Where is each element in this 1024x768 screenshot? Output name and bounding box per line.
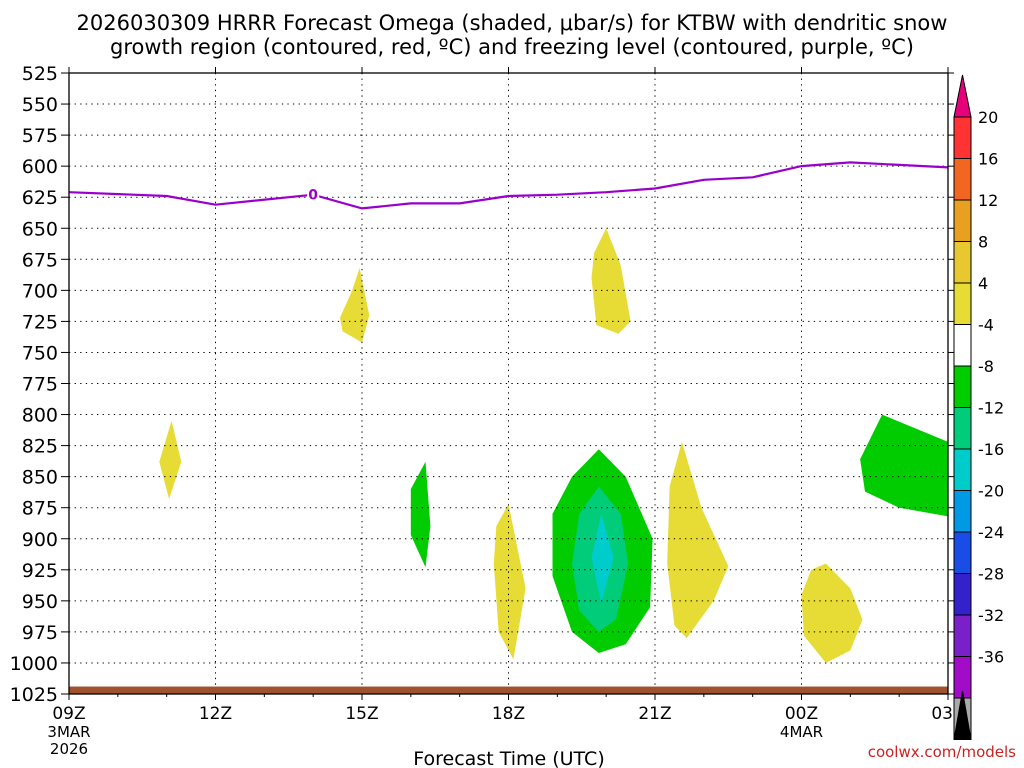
y-tick-label: 600 <box>22 156 58 178</box>
x-tick-label: 21Z <box>638 704 671 724</box>
y-tick-label: 775 <box>22 374 58 396</box>
y-tick-label: 550 <box>22 94 58 116</box>
colorbar: 20 16 12 8 4 -4 -8 -12 -16 -20 -24 -28 -32 -36 <box>953 74 1004 740</box>
omega-region-1 <box>159 420 182 499</box>
x-tick-label: 18Z <box>492 704 525 724</box>
freezing-level-label-bg <box>307 185 320 204</box>
freezing-level-line <box>68 161 949 210</box>
y-tick-label: 950 <box>22 591 58 613</box>
x-tick-date: 3MAR <box>47 723 90 741</box>
y-tick-label: 1025 <box>10 684 58 706</box>
colorbar-label: 8 <box>978 233 988 252</box>
colorbar-label: -32 <box>978 606 1004 625</box>
y-tick-label: 750 <box>22 342 58 364</box>
y-tick-label: 800 <box>22 405 58 427</box>
colorbar-swatch <box>953 324 972 367</box>
colorbar-bottom-arrow <box>953 690 972 740</box>
omega-shading-layer <box>159 228 948 663</box>
colorbar-label: -12 <box>978 399 1004 418</box>
y-tick-label: 575 <box>22 125 58 147</box>
colorbar-swatch <box>953 407 972 450</box>
colorbar-swatch <box>953 158 972 201</box>
y-tick-label: 1000 <box>10 653 58 675</box>
omega-region-2 <box>340 268 370 343</box>
freezing-level-label: 0 <box>308 188 318 204</box>
colorbar-swatch <box>953 241 972 284</box>
y-tick-label: 650 <box>22 218 58 240</box>
omega-region-8 <box>591 513 614 604</box>
y-tick-label: 625 <box>22 187 58 209</box>
omega-region-11 <box>860 414 948 517</box>
colorbar-swatch <box>953 199 972 242</box>
colorbar-top-arrow <box>953 74 972 118</box>
y-tick-label: 925 <box>22 560 58 582</box>
colorbar-swatch <box>953 116 972 159</box>
colorbar-label: -36 <box>978 648 1004 667</box>
omega-region-5 <box>493 504 526 660</box>
x-tick-year: 2026 <box>50 740 88 758</box>
freezing-level-layer: 0 <box>68 161 949 210</box>
credit-text: coolwx.com/models <box>868 743 1016 761</box>
y-tick-label: 900 <box>22 529 58 551</box>
colorbar-label: 20 <box>978 108 998 127</box>
colorbar-label: -28 <box>978 565 1004 584</box>
chart-title-line1: 2026030309 HRRR Forecast Omega (shaded, … <box>77 11 948 35</box>
gridlines <box>69 73 948 694</box>
y-tick-label: 975 <box>22 622 58 644</box>
y-tick-label: 875 <box>22 498 58 520</box>
colorbar-label: -16 <box>978 440 1004 459</box>
omega-region-4 <box>410 461 431 568</box>
colorbar-swatch <box>953 531 972 574</box>
surface-layer <box>69 686 948 694</box>
colorbar-swatch <box>953 573 972 616</box>
colorbar-label: 12 <box>978 191 998 210</box>
x-tick-label: 12Z <box>199 704 232 724</box>
y-tick-label: 700 <box>22 280 58 302</box>
colorbar-label: -4 <box>978 316 994 335</box>
omega-region-9 <box>667 441 729 639</box>
x-axis-title: Forecast Time (UTC) <box>413 748 604 768</box>
y-tick-label: 850 <box>22 467 58 489</box>
colorbar-swatch <box>953 614 972 657</box>
y-tick-label: 725 <box>22 311 58 333</box>
y-tick-label: 675 <box>22 249 58 271</box>
x-tick-label: 09Z <box>52 704 85 724</box>
colorbar-label: 4 <box>978 274 988 293</box>
omega-region-10 <box>801 563 863 663</box>
colorbar-swatch <box>953 282 972 325</box>
x-tick-label: 00Z <box>785 704 818 724</box>
chart-title-line2: growth region (contoured, red, ºC) and f… <box>110 35 914 59</box>
colorbar-label: -24 <box>978 523 1004 542</box>
colorbar-label: 16 <box>978 150 998 169</box>
colorbar-label: -8 <box>978 357 994 376</box>
y-tick-label: 525 <box>22 63 58 85</box>
y-axis: 525 550 575 600 625 650 675 700 725 750 775 800 825 8… <box>10 63 954 706</box>
colorbar-swatch <box>953 490 972 533</box>
colorbar-swatch <box>953 448 972 491</box>
omega-region-3 <box>591 228 631 334</box>
colorbar-label: -20 <box>978 482 1004 501</box>
colorbar-swatch <box>953 365 972 408</box>
y-tick-label: 825 <box>22 436 58 458</box>
x-tick-label: 15Z <box>345 704 378 724</box>
surface-band <box>69 686 948 694</box>
x-tick-date: 4MAR <box>780 723 823 741</box>
